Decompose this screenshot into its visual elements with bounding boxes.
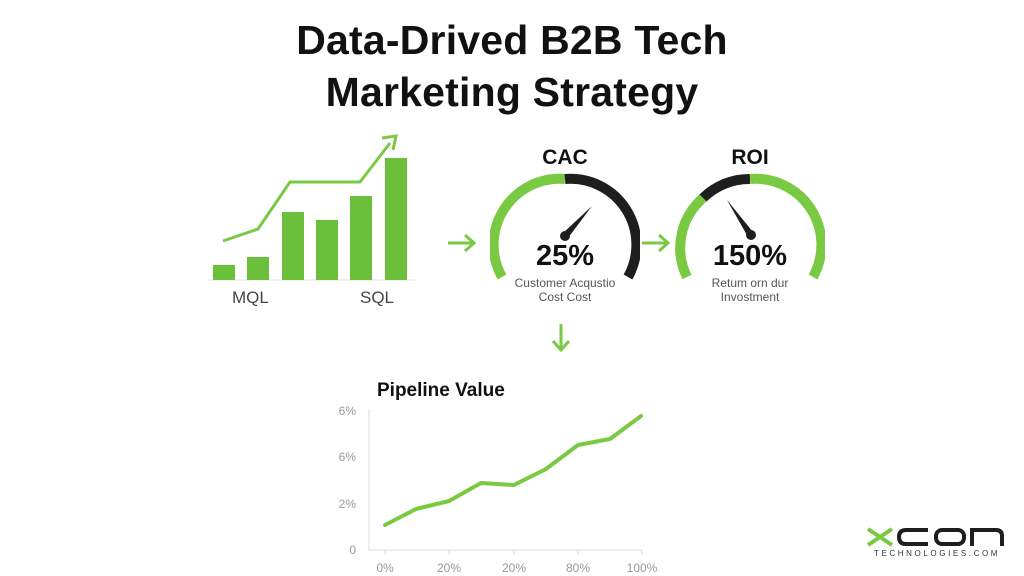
pipeline-series-line <box>383 414 643 527</box>
bar-2 <box>247 257 269 280</box>
svg-text:0: 0 <box>349 543 356 557</box>
mql-label: MQL <box>232 288 269 307</box>
cac-gauge <box>490 173 640 280</box>
pipeline-title: Pipeline Value <box>377 380 505 401</box>
roi-value: 150% <box>712 240 788 272</box>
roi-needle <box>727 200 753 237</box>
bar-1 <box>213 265 235 280</box>
logo-x-icon <box>866 527 894 547</box>
svg-text:6%: 6% <box>339 404 357 418</box>
cac-value: 25% <box>535 240 595 272</box>
roi-gauge <box>675 173 825 280</box>
roi-title: ROI <box>731 146 769 169</box>
bar-3 <box>282 212 304 280</box>
svg-text:20%: 20% <box>437 561 461 575</box>
cac-title: CAC <box>542 146 588 169</box>
arrow-down-icon <box>551 324 571 353</box>
mql-sql-bar-chart <box>208 134 415 281</box>
svg-text:100%: 100% <box>627 561 658 575</box>
title-line-2: Marketing Strategy <box>325 69 699 115</box>
svg-text:2%: 2% <box>339 497 357 511</box>
xcon-logo <box>866 527 1004 547</box>
arrow-right-icon <box>642 233 671 253</box>
trend-arrow-icon <box>381 134 398 151</box>
bar-6 <box>385 158 407 280</box>
cac-caption: Customer Acqustio Cost Cost <box>514 276 616 304</box>
cac-needle <box>562 206 592 238</box>
pipeline-line-chart: 6% 6% 2% 0 0% 20% 20% 80% 100% <box>339 404 658 575</box>
trend-line <box>222 142 392 243</box>
svg-text:6%: 6% <box>339 450 357 464</box>
sql-label: SQL <box>360 288 395 307</box>
svg-text:80%: 80% <box>566 561 590 575</box>
bar-5 <box>350 196 372 280</box>
bar-4 <box>316 220 338 280</box>
svg-text:0%: 0% <box>376 561 394 575</box>
arrow-right-icon <box>448 233 477 253</box>
roi-caption: Retum orn dur Invostment <box>711 276 789 304</box>
logo-subtitle: TECHNOLOGIES.COM <box>874 549 1001 558</box>
svg-text:20%: 20% <box>502 561 526 575</box>
page-title: Data-Drived B2B Tech Marketing Strategy <box>0 14 1024 118</box>
title-line-1: Data-Drived B2B Tech <box>296 17 728 63</box>
